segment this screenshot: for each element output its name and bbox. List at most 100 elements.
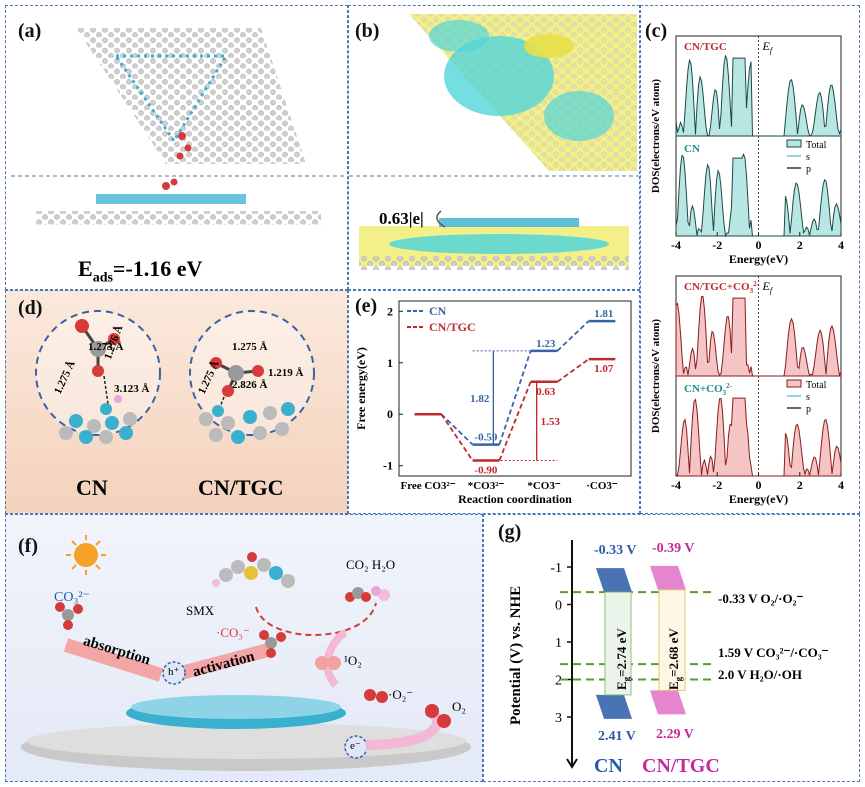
cntgc-adsorption-model xyxy=(199,357,295,444)
fe-y-tick-label: -1 xyxy=(383,459,393,473)
fe-connector-cn xyxy=(556,320,590,352)
cn-vb-value: 2.41 V xyxy=(598,729,636,744)
singlet-oxygen-molecule xyxy=(315,656,341,670)
dos-legend-swatch xyxy=(786,379,802,388)
panel-d-graphic xyxy=(35,310,315,444)
cntgc-bond-4: 2.826 Å xyxy=(232,379,268,391)
fe-value-label: 0.63 xyxy=(536,386,556,398)
fe-value-label: 1.23 xyxy=(536,338,556,350)
dos-top-title: CN/TGC xyxy=(684,41,727,53)
panel-f: (f) xyxy=(5,514,483,782)
fe-connector-cn xyxy=(440,413,474,446)
co3-ion-label: CO₃²⁻ xyxy=(54,590,90,605)
fe-x-tick-label: *CO3²⁻ xyxy=(468,480,505,492)
fe-barrier-label-cntgc: 1.53 xyxy=(541,416,561,428)
dos-x-tick-label: -4 xyxy=(671,478,681,492)
cn-adsorption-model xyxy=(59,319,137,444)
dos-legend-label: Total xyxy=(806,380,827,391)
panel-e-label: (e) xyxy=(355,295,378,317)
dos-total-curve xyxy=(675,295,842,378)
dos-legend-label: s xyxy=(806,152,810,163)
cn-triangle-top xyxy=(113,54,229,144)
panel-g-label: (g) xyxy=(498,521,522,543)
dos-bottom-title: CN+CO32- xyxy=(684,382,733,397)
co3-molecule xyxy=(55,602,83,630)
charge-density-side xyxy=(359,210,629,270)
cntgc-valence-band xyxy=(650,690,686,715)
panel-f-label: (f) xyxy=(18,535,38,557)
band-y-axis-label: Potential (V) vs. NHE xyxy=(508,585,524,725)
superoxide-molecule xyxy=(364,689,388,703)
dos-legend-swatch xyxy=(786,139,802,148)
activation-arrow xyxy=(179,643,270,680)
co3-molecule-top xyxy=(178,132,186,140)
fe-x-tick-label: Free CO3²⁻ xyxy=(400,480,455,492)
side-view-slab xyxy=(36,178,321,225)
dos-legend-label: Total xyxy=(806,140,827,151)
dos-x-tick-label: -2 xyxy=(712,478,722,492)
adsorption-energy: Eads=-1.16 eV xyxy=(78,256,203,286)
dos-total-curve xyxy=(675,55,842,137)
dos-legend-label: p xyxy=(806,404,811,415)
electron-label: e⁻ xyxy=(350,740,361,752)
band-y-tick-label: -1 xyxy=(550,561,562,576)
panel-a-label: (a) xyxy=(18,20,42,42)
fe-y-tick-label: 1 xyxy=(387,356,393,370)
cn-conduction-band xyxy=(596,568,632,593)
fe-y-tick-label: 2 xyxy=(387,304,393,318)
fe-y-axis-label: Free energy(eV) xyxy=(354,347,368,430)
smx-molecule xyxy=(212,552,295,588)
cn-bond-4: 3.123 Å xyxy=(114,383,150,395)
fermi-level-label: Ef xyxy=(762,279,774,295)
band-y-tick-label: 2 xyxy=(555,674,562,689)
fe-legend-label: CN/TGC xyxy=(429,320,476,334)
redox-superoxide: -0.33 V O₂/·O₂⁻ xyxy=(718,591,804,606)
dos-y-axis-label: DOS(electrons/eV atom) xyxy=(650,79,662,193)
band-y-tick-label: 1 xyxy=(555,636,562,651)
fe-y-tick-label: 0 xyxy=(387,407,393,421)
oxygen-molecule xyxy=(425,704,451,728)
dos-x-axis-label: Energy(eV) xyxy=(729,252,788,266)
dos-x-axis-label: Energy(eV) xyxy=(729,492,788,506)
hole-site xyxy=(162,661,186,685)
fe-barrier-label-cn: 1.82 xyxy=(470,393,490,405)
fe-value-label: -0.90 xyxy=(474,465,497,477)
cntgc-title: CN/TGC xyxy=(198,475,284,500)
cn-title: CN xyxy=(76,475,108,500)
fe-value-label: -0.59 xyxy=(474,432,497,444)
panel-b-graphic xyxy=(349,14,639,270)
dos-bottom-title: CN xyxy=(684,143,700,155)
oxygen-label: O₂ xyxy=(452,699,466,714)
sun-icon xyxy=(66,535,106,575)
co2-h2o-molecules xyxy=(345,586,390,602)
panel-b: (b) 0.63|e| xyxy=(348,5,640,290)
co3-radical-molecule xyxy=(259,630,286,658)
cntgc-bandgap-label: Eg=2.68 eV xyxy=(666,628,684,690)
cn-bond-1: 1.273 Å xyxy=(88,341,124,353)
cntgc-bond-2: 1.219 Å xyxy=(268,367,304,379)
panel-e: (e) -1 0 1 2 Free CO3²⁻ *CO3²⁻ *CO3⁻ ·CO3⁻ React… xyxy=(348,290,640,514)
cn-cb-value: -0.33 V xyxy=(594,543,637,558)
panel-c: (c) Ef CN/TGC CN Total s p -4 -2 0 2 4 Energy(eV) DO… xyxy=(640,5,860,514)
fe-value-label: 1.81 xyxy=(594,308,613,320)
dos-x-tick-label: -2 xyxy=(712,238,722,252)
dos-x-tick-label: 2 xyxy=(797,238,803,252)
co3-radical-label: ·CO₃⁻ xyxy=(216,625,250,640)
panel-a-graphic xyxy=(11,28,344,225)
dos-legend-label: p xyxy=(806,164,811,175)
degradation-arrow xyxy=(255,602,377,636)
fe-x-tick-label: *CO3⁻ xyxy=(527,480,561,492)
dos-x-tick-label: -4 xyxy=(671,238,681,252)
band-diagram: -1 0 1 2 3 xyxy=(550,540,714,769)
singlet-oxygen-label: ¹O₂ xyxy=(344,653,362,668)
cn-band-gap xyxy=(604,591,632,696)
panel-c-label: (c) xyxy=(645,20,668,42)
smx-label: SMX xyxy=(186,603,215,618)
free-energy-chart: -1 0 1 2 Free CO3²⁻ *CO3²⁻ *CO3⁻ ·CO3⁻ Reaction … xyxy=(354,300,632,506)
fe-connector-cn xyxy=(498,350,532,445)
band-axis-arrowhead xyxy=(566,758,578,769)
panel-g: (g) -1 0 1 2 3 Potential (V) vs. NHE -0.33 V… xyxy=(483,514,860,782)
cntgc-cb-value: -0.39 V xyxy=(652,541,695,556)
graphene-top-view xyxy=(76,28,306,164)
